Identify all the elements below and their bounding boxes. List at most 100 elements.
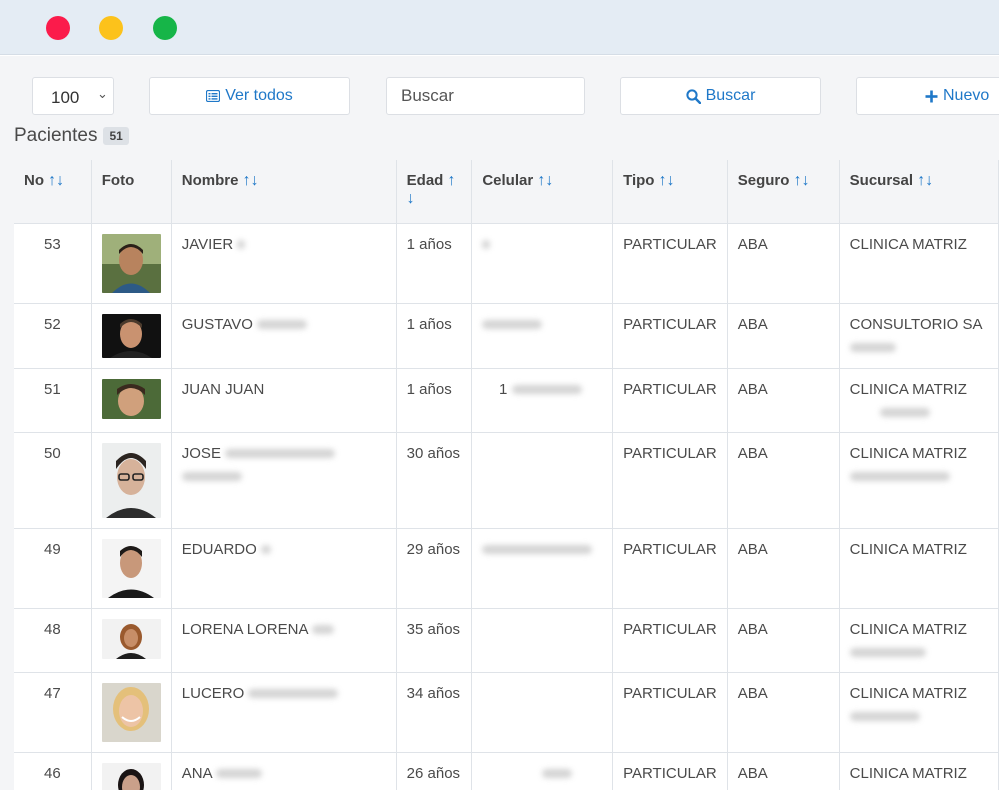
cell-tipo: PARTICULAR	[612, 223, 728, 304]
table-row[interactable]: 50 JOSE 30 años PARTICULAR ABA CLINICA M…	[14, 432, 999, 529]
table-row[interactable]: 48 LORENA LORENA 35 años PARTICULAR ABA …	[14, 608, 999, 673]
cell-celular	[471, 528, 614, 609]
sort-desc-icon[interactable]: ↓	[925, 172, 934, 189]
table-row[interactable]: 52 GUSTAVO 1 años PARTICULAR ABA CONSULT…	[14, 303, 999, 369]
cell-edad: 1 años	[396, 368, 473, 433]
sort-asc-icon[interactable]: ↑	[793, 172, 802, 189]
cell-no: 49	[14, 528, 92, 609]
cell-celular	[471, 608, 614, 673]
cell-seguro: ABA	[727, 303, 840, 369]
cell-tipo: PARTICULAR	[612, 432, 728, 529]
cell-celular	[471, 672, 614, 753]
redacted-text	[542, 769, 573, 779]
patient-name: JAVIER	[181, 235, 234, 253]
cell-edad: 26 años	[396, 752, 473, 790]
patient-name: ANA	[181, 764, 212, 782]
maximize-window-button[interactable]	[153, 16, 177, 40]
nuevo-button[interactable]: Nuevo	[856, 77, 999, 115]
page-size-select[interactable]: 100 ⌄	[32, 77, 114, 115]
cell-foto	[91, 752, 172, 790]
sort-desc-icon[interactable]: ↓	[666, 172, 675, 189]
col-header-nombre[interactable]: Nombre ↑↓	[171, 160, 397, 224]
redacted-text	[511, 385, 582, 395]
col-no-label: No	[24, 172, 44, 189]
redacted-text	[482, 545, 593, 555]
col-header-celular[interactable]: Celular ↑↓	[471, 160, 614, 224]
sort-desc-icon[interactable]: ↓	[406, 190, 415, 207]
page-size-value: 100	[51, 88, 80, 107]
col-header-sucursal[interactable]: Sucursal ↑↓	[839, 160, 999, 224]
sort-asc-icon[interactable]: ↑	[48, 172, 57, 189]
patient-photo	[101, 618, 161, 659]
cell-nombre: LORENA LORENA	[171, 608, 397, 673]
cell-foto	[91, 528, 172, 609]
patient-photo	[101, 378, 161, 419]
cell-sucursal: CLINICA MATRIZ	[839, 223, 999, 304]
col-seguro-label: Seguro	[737, 172, 790, 189]
branch-name: CONSULTORIO SA	[849, 315, 983, 333]
table-row[interactable]: 51 JUAN JUAN 1 años 1 PARTICULAR ABA CLI…	[14, 368, 999, 433]
sort-desc-icon[interactable]: ↓	[250, 172, 259, 189]
redacted-text	[257, 320, 308, 330]
patient-photo	[101, 233, 161, 293]
cell-seguro: ABA	[727, 752, 840, 790]
cell-foto	[91, 223, 172, 304]
redacted-text	[225, 449, 336, 459]
cell-foto	[91, 608, 172, 673]
minimize-window-button[interactable]	[99, 16, 123, 40]
buscar-label: Buscar	[705, 87, 756, 104]
cell-no: 52	[14, 303, 92, 369]
cell-seguro: ABA	[727, 608, 840, 673]
sort-asc-icon[interactable]: ↑	[537, 172, 546, 189]
sort-asc-icon[interactable]: ↑	[242, 172, 251, 189]
cell-no: 47	[14, 672, 92, 753]
cell-celular: 1	[471, 368, 614, 433]
page-heading: Pacientes 51	[14, 125, 129, 147]
col-header-edad[interactable]: Edad ↑ ↓	[396, 160, 473, 224]
buscar-button[interactable]: Buscar	[620, 77, 821, 115]
close-window-button[interactable]	[46, 16, 70, 40]
patient-photo	[101, 682, 161, 742]
table-row[interactable]: 47 LUCERO 34 años PARTICULAR ABA CLINICA…	[14, 672, 999, 753]
col-sucursal-label: Sucursal	[849, 172, 914, 189]
cell-celular	[471, 303, 614, 369]
redacted-text	[260, 545, 271, 555]
col-header-foto: Foto	[91, 160, 172, 224]
redacted-text	[311, 625, 334, 635]
cell-nombre: GUSTAVO	[171, 303, 397, 369]
col-foto-label: Foto	[101, 172, 135, 189]
chevron-down-icon: ⌄	[97, 86, 108, 101]
cell-nombre: JAVIER	[171, 223, 397, 304]
cell-edad: 1 años	[396, 303, 473, 369]
col-header-seguro[interactable]: Seguro ↑↓	[727, 160, 840, 224]
sort-asc-icon[interactable]: ↑	[447, 172, 456, 189]
count-badge: 51	[103, 127, 129, 145]
cell-sucursal: CONSULTORIO SA	[839, 303, 999, 369]
col-header-no[interactable]: No ↑↓	[14, 160, 92, 224]
redacted-text	[849, 712, 920, 722]
sort-asc-icon[interactable]: ↑	[917, 172, 926, 189]
table-row[interactable]: 49 EDUARDO 29 años PARTICULAR ABA CLINIC…	[14, 528, 999, 609]
ver-todos-button[interactable]: Ver todos	[149, 77, 350, 115]
patient-name: GUSTAVO	[181, 315, 253, 333]
col-header-tipo[interactable]: Tipo ↑↓	[612, 160, 728, 224]
table-row[interactable]: 46 ANA 26 años PARTICULAR ABA CLINICA MA…	[14, 752, 999, 790]
cell-seguro: ABA	[727, 528, 840, 609]
patient-name: LORENA LORENA	[181, 620, 308, 638]
sort-desc-icon[interactable]: ↓	[545, 172, 554, 189]
cell-nombre: EDUARDO	[171, 528, 397, 609]
redacted-text	[879, 408, 930, 418]
cell-sucursal: CLINICA MATRIZ	[839, 752, 999, 790]
sort-desc-icon[interactable]: ↓	[801, 172, 810, 189]
cell-seguro: ABA	[727, 223, 840, 304]
sort-desc-icon[interactable]: ↓	[56, 172, 65, 189]
sort-asc-icon[interactable]: ↑	[658, 172, 667, 189]
cell-seguro: ABA	[727, 672, 840, 753]
cell-seguro: ABA	[727, 368, 840, 433]
search-input[interactable]	[386, 77, 585, 115]
patient-name: EDUARDO	[181, 540, 257, 558]
cell-edad: 30 años	[396, 432, 473, 529]
cell-no: 53	[14, 223, 92, 304]
table-row[interactable]: 53 JAVIER 1 años PARTICULAR ABA CLINICA …	[14, 223, 999, 304]
window-titlebar	[0, 0, 999, 55]
